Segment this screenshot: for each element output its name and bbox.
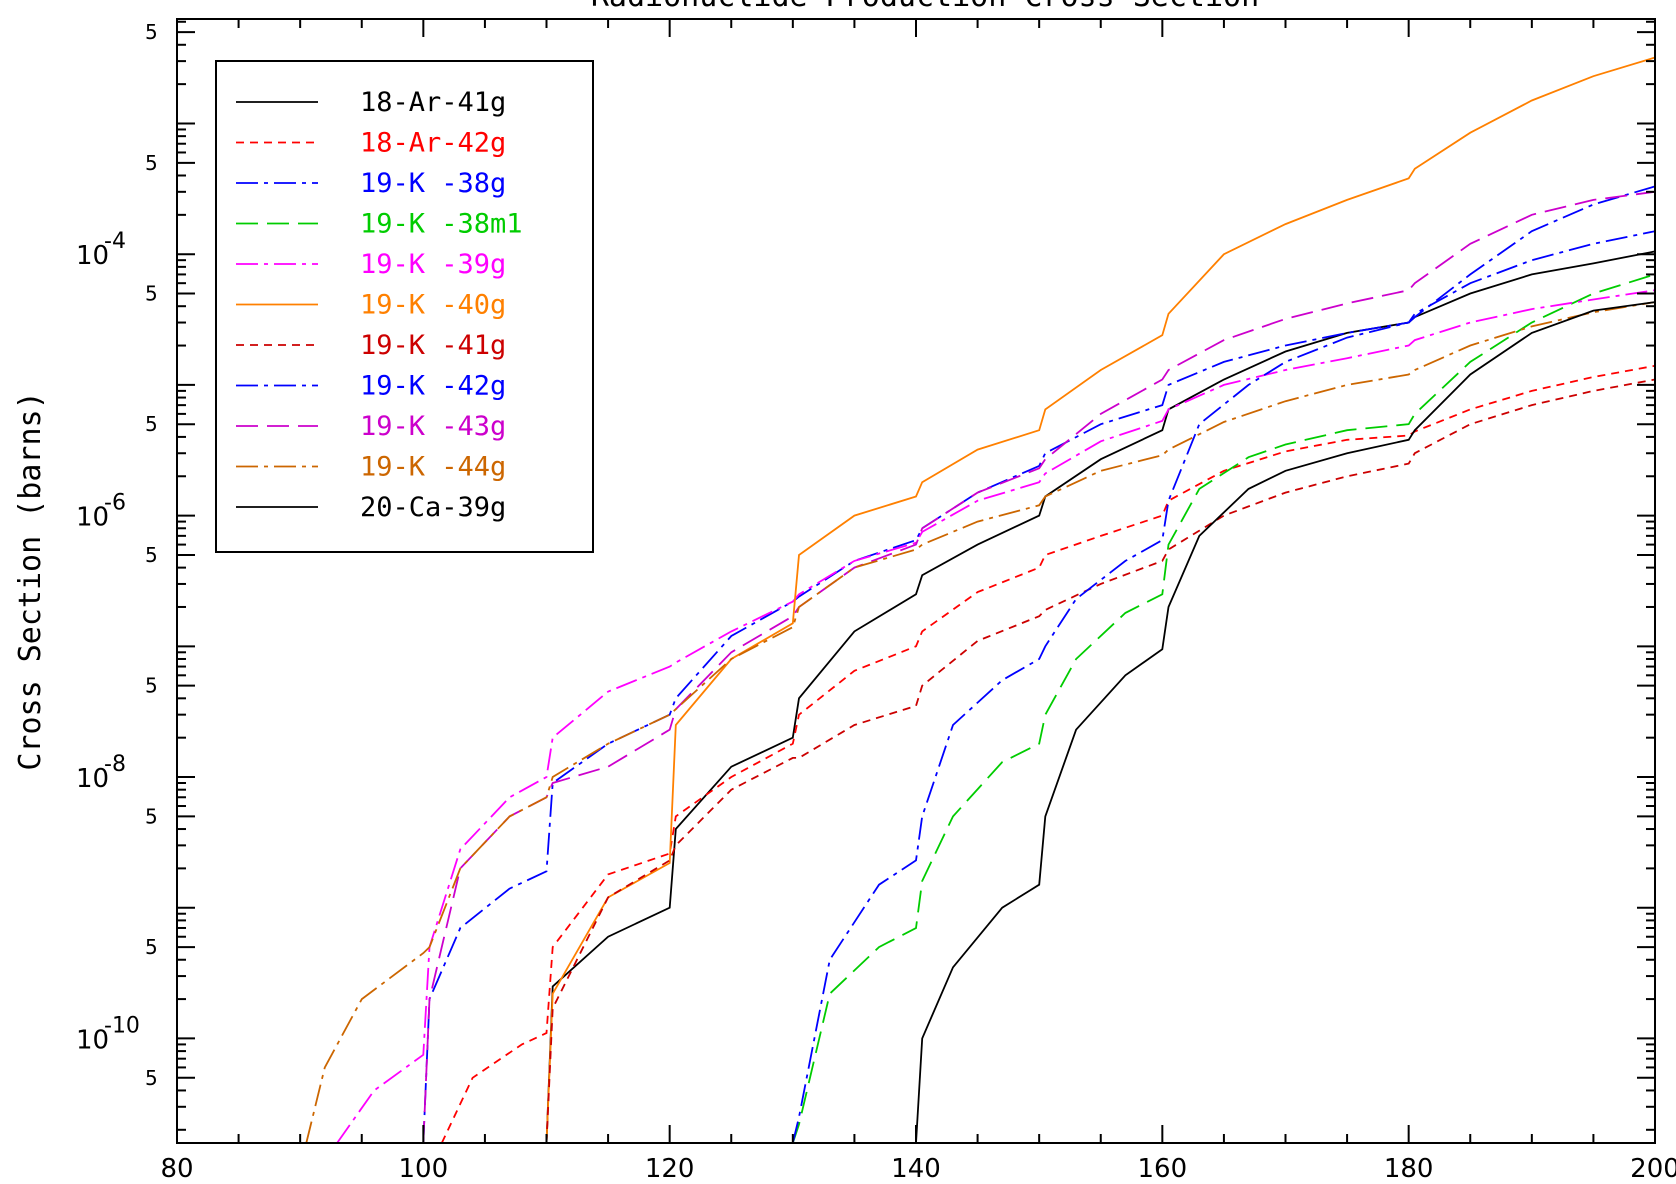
y-minor-label: 5 <box>145 20 158 44</box>
y-minor-label: 5 <box>145 1066 158 1090</box>
y-tick-mantissa: 10 <box>76 241 109 271</box>
x-tick-label: 100 <box>399 1154 449 1184</box>
chart-title: Radionuclide Production Cross Section <box>591 0 1259 14</box>
legend-label: 19-K -39g <box>360 249 506 280</box>
legend-label: 20-Ca-39g <box>360 492 506 523</box>
legend-label: 19-K -43g <box>360 411 506 442</box>
y-minor-label: 5 <box>145 543 158 567</box>
y-minor-label: 5 <box>145 804 158 828</box>
legend-label: 18-Ar-42g <box>360 128 506 159</box>
y-tick-mantissa: 10 <box>76 764 109 794</box>
y-tick-mantissa: 10 <box>76 1025 109 1055</box>
legend: 18-Ar-41g 18-Ar-42g 19-K -38g 19-K -38m1 19-… <box>215 60 594 553</box>
series-line-11 <box>915 301 1656 1144</box>
y-tick-exponent: -10 <box>104 1013 140 1038</box>
y-tick-mantissa: 10 <box>76 503 109 533</box>
x-tick-label: 200 <box>1630 1154 1676 1184</box>
y-tick-label: 10-8 <box>76 752 126 794</box>
y-minor-label: 5 <box>145 282 158 306</box>
y-tick-label: 10-4 <box>76 229 126 271</box>
series-line-2 <box>440 364 1656 1144</box>
series-line-9 <box>422 190 1656 1144</box>
x-tick-labels: 80 100 120 140 160 180 200 <box>160 1154 1676 1184</box>
series-line-8 <box>791 185 1656 1144</box>
y-minor-label: 5 <box>145 151 158 175</box>
legend-label: 18-Ar-41g <box>360 87 506 118</box>
y-minor-label: 5 <box>145 412 158 436</box>
y-axis-label: Cross Section (barns) <box>13 391 48 770</box>
x-tick-label: 160 <box>1138 1154 1188 1184</box>
series-line-10 <box>305 301 1656 1144</box>
legend-label: 19-K -41g <box>360 330 506 361</box>
x-tick-label: 140 <box>891 1154 941 1184</box>
legend-label: 19-K -42g <box>360 371 506 402</box>
legend-label: 19-K -40g <box>360 290 506 321</box>
legend-label: 19-K -44g <box>360 452 506 483</box>
series-line-5 <box>336 289 1656 1144</box>
series-line-7 <box>545 378 1656 1144</box>
y-tick-label: 10-6 <box>76 491 126 533</box>
y-tick-exponent: -6 <box>104 491 126 516</box>
x-tick-label: 180 <box>1384 1154 1434 1184</box>
y-tick-label: 10-10 <box>76 1013 140 1055</box>
axis-ticks <box>176 19 1656 1143</box>
y-tick-exponent: -8 <box>104 752 126 777</box>
series-line-1 <box>545 250 1656 1144</box>
y-minor-label: 5 <box>145 674 158 698</box>
legend-label: 19-K -38g <box>360 168 506 199</box>
plot-lines <box>305 56 1656 1144</box>
series-line-3 <box>422 230 1656 1144</box>
series-line-4 <box>791 273 1656 1144</box>
series-line-6 <box>472 56 1656 1144</box>
y-tick-exponent: -4 <box>104 229 126 254</box>
x-tick-label: 120 <box>645 1154 695 1184</box>
x-tick-label: 80 <box>160 1154 193 1184</box>
y-minor-label: 5 <box>145 935 158 959</box>
legend-label: 19-K -38m1 <box>360 209 523 240</box>
